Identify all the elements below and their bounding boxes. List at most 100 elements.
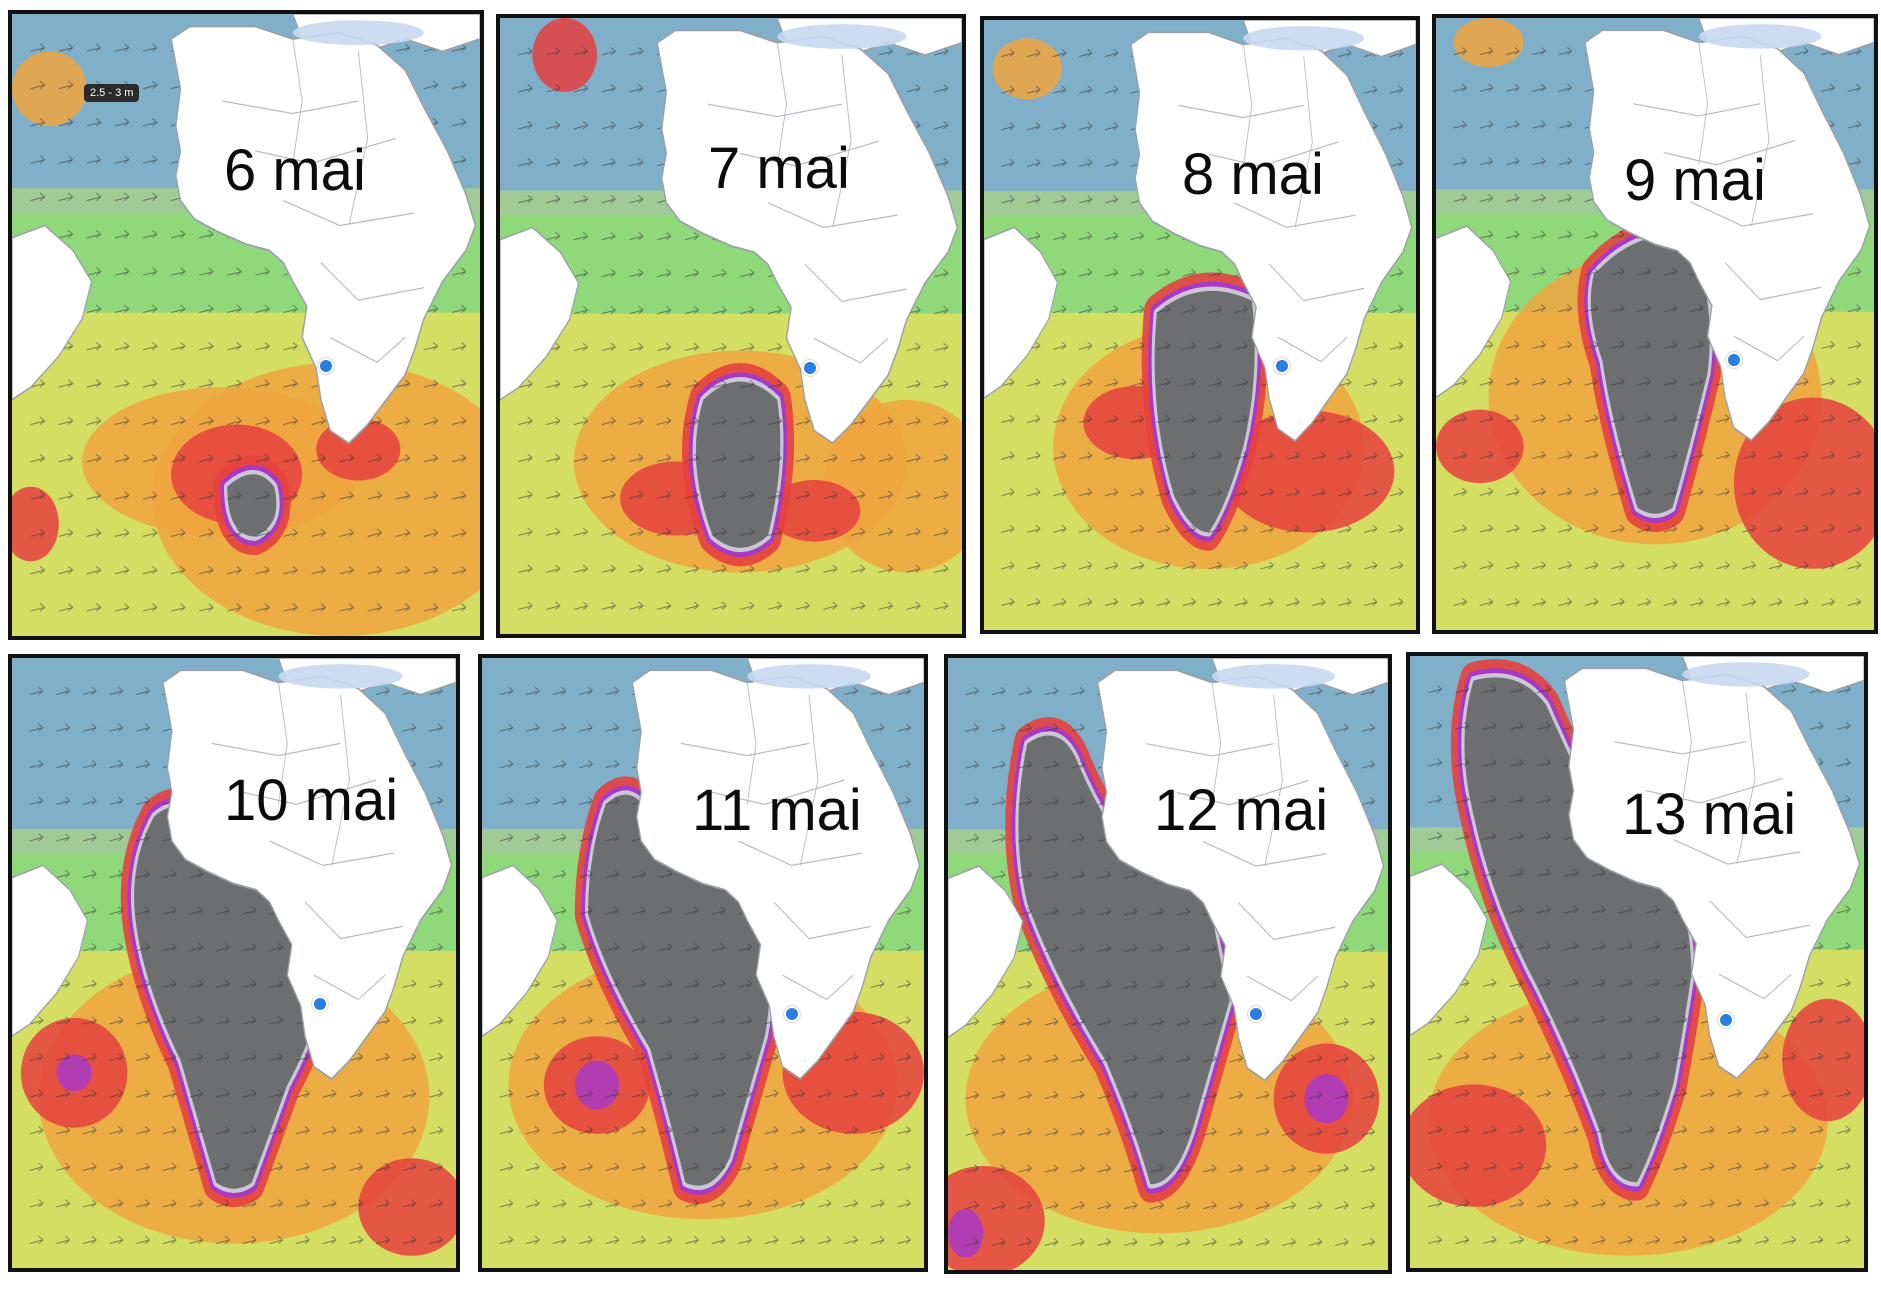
swell-arrow: [1071, 686, 1085, 696]
swell-arrow: [1078, 451, 1093, 460]
swell-arrow: [684, 379, 699, 389]
swell-arrow: [322, 1199, 337, 1208]
swell-arrow: [684, 416, 699, 426]
location-marker[interactable]: [802, 360, 818, 376]
swell-arrow: [712, 342, 727, 352]
swell-arrow: [1053, 48, 1067, 58]
swell-arrow: [897, 979, 911, 988]
swell-arrow: [451, 565, 467, 575]
swell-arrow: [579, 1199, 593, 1208]
swell-arrow: [844, 1199, 858, 1208]
swell-arrow: [1453, 450, 1467, 460]
location-marker[interactable]: [312, 996, 328, 1012]
swell-arrow: [1836, 795, 1851, 804]
swell-arrow: [255, 528, 270, 538]
swell-arrow: [1364, 451, 1378, 460]
wave-map: [12, 658, 456, 1268]
swell-arrow: [451, 491, 467, 500]
swell-arrow: [1176, 1200, 1191, 1210]
swell-arrow: [546, 47, 561, 56]
swell-arrow: [1618, 1125, 1633, 1134]
swell-arrow: [1027, 48, 1041, 58]
swell-arrow: [1564, 941, 1579, 951]
swell-arrow: [552, 1016, 567, 1025]
mediterranean-sea: [1243, 26, 1365, 51]
swell-arrow: [1282, 1090, 1296, 1100]
country-border: [1247, 975, 1318, 1002]
swell-arrow: [1821, 524, 1835, 533]
swell-arrow: [1338, 414, 1352, 424]
swell-arrow: [991, 833, 1006, 843]
swell-arrow: [1809, 1015, 1824, 1024]
swell-arrow: [136, 1199, 150, 1208]
swell-arrow: [114, 379, 130, 388]
swell-arrow: [429, 723, 443, 732]
swell-arrow: [1097, 1127, 1112, 1136]
swell-arrow: [1018, 686, 1032, 696]
swell-arrow: [1044, 1237, 1059, 1247]
swell-arrow: [56, 1235, 70, 1245]
swell-arrow: [1455, 1125, 1470, 1134]
swell-arrow: [1130, 561, 1145, 570]
country-border: [813, 337, 889, 364]
location-marker[interactable]: [1274, 358, 1290, 374]
swell-arrow: [1361, 1090, 1376, 1100]
swell-arrow: [1509, 1125, 1524, 1134]
swell-arrow: [1532, 597, 1546, 607]
swell-arrow: [685, 979, 699, 988]
swell-arrow: [738, 1162, 752, 1171]
swell-arrow: [629, 527, 644, 536]
location-marker[interactable]: [318, 358, 334, 374]
swell-arrow: [1809, 1125, 1824, 1134]
swell-arrow: [605, 760, 620, 769]
swell-arrow: [1645, 1015, 1660, 1024]
swell-arrow: [573, 121, 588, 130]
swell-arrow: [1234, 305, 1248, 314]
swell-arrow: [1509, 941, 1524, 951]
location-marker[interactable]: [1718, 1012, 1734, 1028]
swell-arrow: [817, 1126, 832, 1135]
swell-arrow: [339, 528, 354, 538]
location-marker[interactable]: [1726, 352, 1742, 368]
swell-arrow: [738, 1016, 752, 1025]
swell-arrow: [1537, 831, 1551, 841]
swell-arrow: [764, 1162, 779, 1171]
swell-arrow: [658, 906, 673, 915]
swell-arrow: [605, 1126, 620, 1135]
swell-arrow: [429, 1089, 443, 1098]
swell-arrow: [269, 979, 284, 988]
location-marker[interactable]: [1248, 1006, 1264, 1022]
swell-arrow: [402, 979, 417, 988]
swell-arrow: [1104, 524, 1119, 533]
swell-arrow: [1482, 1235, 1497, 1245]
swell-arrow: [1506, 487, 1520, 496]
swell-arrow: [767, 453, 783, 463]
swell-arrow: [1156, 488, 1170, 497]
swell-arrow: [1027, 488, 1041, 497]
swell-arrow: [629, 305, 644, 315]
swell-arrow: [269, 1126, 284, 1135]
swell-arrow: [1727, 1162, 1742, 1171]
swell-arrow: [58, 603, 74, 612]
swell-arrow: [1506, 230, 1520, 239]
swell-arrow: [1479, 157, 1494, 166]
country-border: [1718, 973, 1792, 1000]
swell-arrow: [1558, 120, 1572, 129]
swell-arrow: [1044, 980, 1059, 990]
swell-arrow: [30, 416, 45, 426]
country-border: [269, 840, 394, 867]
swell-arrow: [1428, 1125, 1442, 1134]
location-marker[interactable]: [784, 1006, 800, 1022]
swell-arrow: [109, 760, 124, 769]
swell-arrow: [552, 979, 567, 988]
swell-arrow: [601, 305, 616, 315]
wave-height-area: [532, 18, 598, 92]
swell-arrow: [851, 564, 866, 573]
swell-arrow: [658, 1199, 673, 1208]
swell-arrow: [579, 796, 593, 805]
swell-arrow: [1537, 868, 1551, 877]
swell-arrow: [1727, 1125, 1742, 1134]
swell-arrow: [162, 979, 177, 988]
swell-arrow: [546, 231, 561, 241]
swell-arrow: [601, 527, 616, 536]
